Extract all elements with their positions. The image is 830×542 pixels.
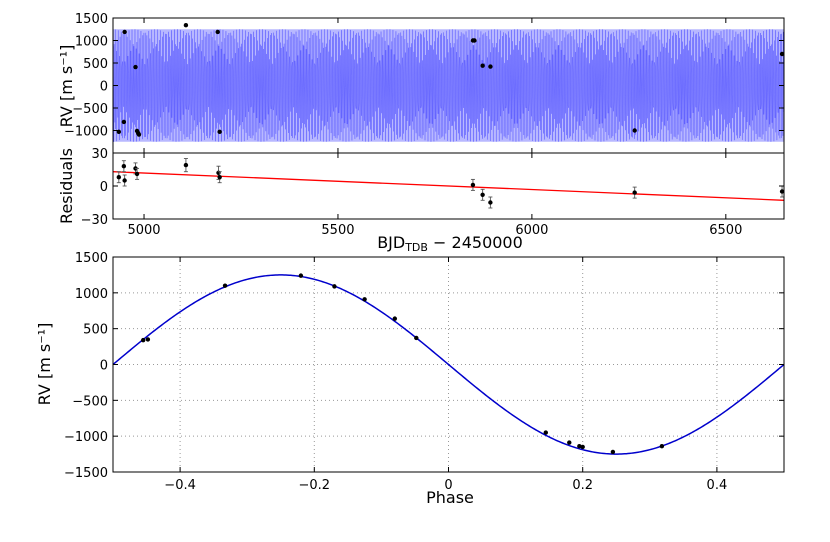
rv-time-point bbox=[122, 29, 127, 35]
phase-xtick-label: −0.2 bbox=[299, 478, 331, 493]
phase-ylabel: RV [m s⁻¹] bbox=[35, 323, 54, 406]
rv-time-ytick-label: 0 bbox=[100, 80, 108, 95]
phase-point bbox=[140, 337, 146, 343]
rv-time-point bbox=[183, 23, 189, 28]
phase-xtick-label: 0 bbox=[444, 478, 452, 493]
rv-time-points bbox=[116, 23, 785, 137]
time-xlabel-sub: TDB bbox=[404, 241, 428, 254]
rv-time-point bbox=[121, 119, 127, 125]
residual-points bbox=[116, 158, 785, 209]
residuals-xtick-label: 5000 bbox=[127, 223, 160, 238]
phase-xlabel: Phase bbox=[426, 488, 474, 507]
phase-point bbox=[414, 335, 419, 341]
residuals-ytick-label: −30 bbox=[81, 213, 108, 228]
rv-time-ylabel: RV [m s⁻¹] bbox=[57, 45, 76, 128]
residual-point bbox=[488, 200, 493, 205]
residuals-ytick-label: 30 bbox=[91, 147, 108, 162]
rv-time-point bbox=[480, 63, 485, 68]
phase-xtick-label: 0.2 bbox=[572, 478, 593, 493]
residual-point bbox=[122, 178, 127, 183]
residual-point bbox=[632, 190, 637, 195]
rv-time-point bbox=[133, 64, 138, 70]
rv-time-point bbox=[215, 29, 220, 35]
residuals-ylabel: Residuals bbox=[57, 148, 76, 224]
rv-time-yticks: 1500 1000 500 0 −500 −1000 bbox=[64, 12, 784, 153]
residuals-xtick-label: 5500 bbox=[321, 223, 354, 238]
phase-point bbox=[222, 283, 228, 288]
rv-time-panel: 1500 1000 500 0 −500 −1000 RV [m s⁻¹] bbox=[57, 12, 785, 154]
residual-point bbox=[217, 175, 222, 180]
phase-point bbox=[392, 316, 398, 321]
phase-yticks: 1500 1000 500 0 −500 −1000 −1500 bbox=[64, 251, 784, 481]
phase-point bbox=[543, 430, 548, 435]
phase-point bbox=[610, 449, 616, 455]
residuals-yticks: 30 0 −30 bbox=[81, 147, 784, 228]
residuals-xtick-label: 6500 bbox=[709, 223, 742, 238]
phase-panel: 1500 1000 500 0 −500 −1000 −1500 −0.4 −0.2 0 0.2 0… bbox=[35, 251, 785, 507]
phase-point bbox=[567, 440, 572, 445]
rv-time-point bbox=[779, 51, 785, 57]
residual-point bbox=[470, 182, 476, 188]
phase-ytick-label: 1000 bbox=[75, 287, 108, 302]
residual-point bbox=[183, 162, 189, 168]
rv-time-ytick-label: −1000 bbox=[64, 125, 108, 140]
phase-ytick-label: −1500 bbox=[64, 466, 108, 481]
phase-points bbox=[140, 273, 665, 455]
time-xlabel-main: BJD bbox=[377, 233, 405, 252]
phase-ytick-label: 1500 bbox=[75, 251, 108, 266]
rv-time-ytick-label: 1500 bbox=[75, 12, 108, 27]
residuals-ytick-label: 0 bbox=[100, 180, 108, 195]
phase-point bbox=[362, 297, 367, 302]
phase-ytick-label: −500 bbox=[72, 394, 108, 409]
phase-ytick-label: 0 bbox=[100, 359, 108, 374]
phase-xticks: −0.4 −0.2 0 0.2 0.4 bbox=[164, 257, 727, 493]
rv-time-point bbox=[136, 132, 142, 137]
phase-point bbox=[577, 444, 582, 449]
time-xlabel: BJDTDB − 2450000 bbox=[377, 233, 523, 254]
rv-time-ytick-label: 500 bbox=[83, 57, 108, 72]
rv-time-point bbox=[472, 38, 477, 43]
time-xlabel-suffix: − 2450000 bbox=[428, 233, 523, 252]
rv-time-point bbox=[217, 129, 222, 135]
phase-point bbox=[298, 273, 304, 278]
rv-model-trace bbox=[112, 29, 785, 142]
phase-xtick-label: 0.4 bbox=[707, 478, 728, 493]
rv-time-ytick-label: 1000 bbox=[75, 35, 108, 50]
rv-time-point bbox=[488, 64, 493, 69]
phase-ytick-label: −1000 bbox=[64, 430, 108, 445]
phase-point bbox=[145, 337, 151, 342]
phase-point bbox=[659, 444, 665, 449]
phase-point bbox=[580, 444, 585, 450]
rv-time-point bbox=[632, 128, 637, 133]
residuals-panel: 30 0 −30 5000 5500 6000 6500 Residuals BJDTDB… bbox=[57, 147, 785, 254]
residual-point bbox=[121, 164, 127, 169]
residual-point bbox=[480, 192, 485, 197]
residual-point bbox=[779, 189, 785, 194]
residuals-xtick-label: 6000 bbox=[515, 223, 548, 238]
residual-point bbox=[116, 175, 122, 180]
residual-point bbox=[134, 171, 140, 177]
residual-trend-line bbox=[112, 171, 785, 201]
residuals-xticks: 5000 5500 6000 6500 bbox=[127, 153, 742, 238]
rv-time-ytick-label: −500 bbox=[72, 102, 108, 117]
phase-point bbox=[332, 284, 337, 289]
phase-xtick-label: −0.4 bbox=[164, 478, 196, 493]
phase-ytick-label: 500 bbox=[83, 323, 108, 338]
rv-model-band bbox=[112, 29, 785, 142]
